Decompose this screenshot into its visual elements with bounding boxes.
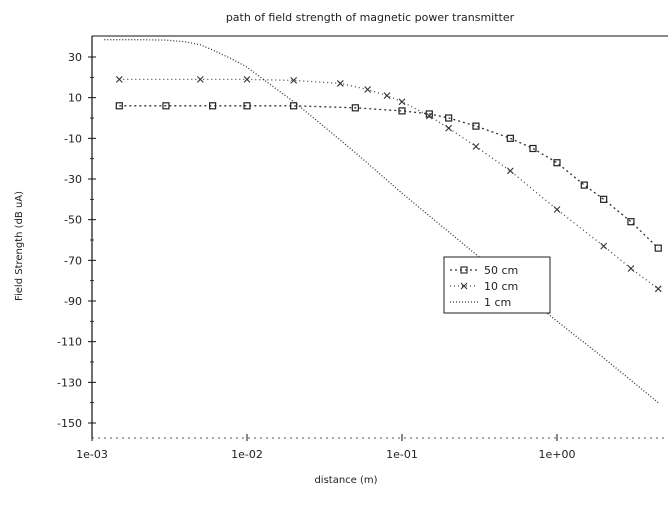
data-point [553,159,561,167]
legend-box [443,256,551,314]
data-point [506,167,514,175]
data-point [425,112,433,120]
data-point [115,102,123,110]
data-point [290,76,298,84]
y-tick-label: -110 [57,336,82,349]
data-point [243,75,251,83]
data-point [445,124,453,132]
data-point [600,195,608,203]
legend-marker [460,282,468,290]
legend-label: 50 cm [484,264,518,277]
data-point [553,206,561,213]
data-point [115,75,123,83]
series-line-50-cm [119,105,659,249]
data-point [627,218,635,226]
y-tick-label: -50 [64,214,82,227]
data-point [654,285,662,293]
chart-title: path of field strength of magnetic power… [226,11,515,24]
x-tick-label: 1e-02 [231,448,263,461]
data-point [580,181,588,189]
series-line-1-cm [104,39,659,404]
data-point [445,114,453,122]
data-point [351,104,359,112]
y-tick-label: -70 [64,254,82,267]
data-point [600,242,608,250]
y-tick-label: -130 [57,376,82,389]
legend-label: 10 cm [484,280,518,293]
legend-marker [460,266,468,274]
data-point [196,75,204,83]
y-tick-label: -90 [64,295,82,308]
data-point [364,86,372,93]
data-point [654,244,662,252]
x-axis-label: distance (m) [314,475,377,486]
series-group [104,39,662,404]
data-point [290,102,298,110]
data-point [162,102,170,110]
data-point [472,122,480,130]
legend-label: 1 cm [484,296,511,309]
y-tick-label: -150 [57,417,82,430]
data-point [398,107,406,115]
y-axis-label: Field Strength (dB uA) [14,191,25,301]
y-tick-label: -10 [64,132,82,145]
y-tick-label: -30 [64,173,82,186]
x-tick-label: 1e-03 [76,448,108,461]
x-tick-label: 1e+00 [539,448,576,461]
data-point [472,143,480,150]
data-point [209,102,217,110]
data-point [336,80,344,87]
y-tick-label: 10 [68,92,82,105]
x-tick-label: 1e-01 [386,448,418,461]
data-point [627,265,635,272]
data-point [529,144,537,153]
data-point [383,92,391,100]
y-tick-label: 30 [68,51,82,64]
series-line-10-cm [119,78,659,290]
data-point [506,134,514,142]
data-point [398,98,406,106]
data-point [243,102,251,110]
